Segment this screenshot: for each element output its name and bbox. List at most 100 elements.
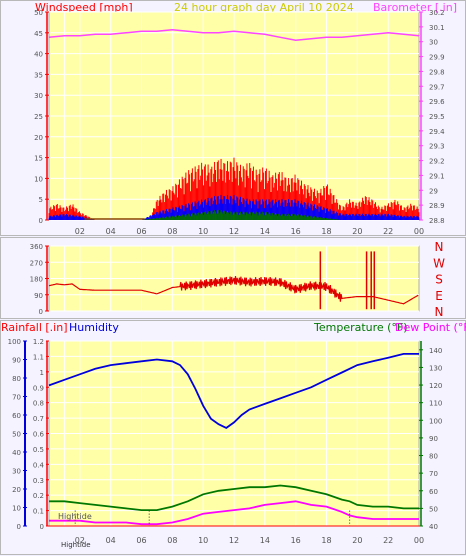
x-tick-label: 02: [75, 227, 85, 236]
y-tick-label: 180: [30, 276, 43, 284]
rain-tick-label: 0.2: [33, 492, 44, 500]
x-tick-label: 18: [321, 227, 331, 236]
x-tick-label: 22: [383, 227, 393, 236]
humidity-chart-svg: 02 04 06 08 10 12 14 16 18 20 22 0000.10.20.30.40.5…: [8, 338, 443, 549]
y-tick-label: 25: [34, 113, 43, 121]
temp-tick-label: 120: [429, 382, 442, 390]
compass-label: S: [435, 273, 443, 287]
x-tick-label: 06: [136, 227, 146, 236]
temperature-line: [49, 484, 419, 512]
y-tick-label: 0: [39, 217, 43, 225]
barometer-line: [48, 29, 420, 41]
rain-tick-label: 0.7: [33, 415, 44, 423]
humidity-temperature-panel: Rainfall [.in] Humidity Temperature (°F)…: [0, 320, 466, 555]
y-right-tick-label: 29.7: [429, 83, 445, 91]
wind-barometer-panel: Windspeed [mph] 24 hour graph day April …: [0, 0, 466, 236]
chart-title: 24 hour graph day April 10 2024: [174, 1, 354, 14]
rain-tick-label: 0.8: [33, 400, 44, 408]
x-tick-label: 16: [291, 227, 301, 236]
x-tick-label: 06: [136, 536, 146, 545]
y-right-tick-label: 28.8: [429, 217, 445, 225]
temperature-axis-label: Temperature (°F): [314, 321, 408, 334]
humidity-tick-label: 40: [12, 449, 21, 457]
temp-tick-label: 70: [429, 470, 438, 478]
compass-label: N: [435, 240, 444, 254]
humidity-tick-label: 30: [12, 468, 21, 476]
y-right-tick-label: 29.4: [429, 128, 445, 136]
temp-tick-label: 100: [429, 417, 442, 425]
x-tick-label: 08: [167, 536, 177, 545]
y-tick-label: 360: [30, 243, 43, 251]
hightide-label: Hightide: [58, 512, 92, 521]
x-tick-label: 18: [321, 536, 331, 545]
windspeed-axis-label: Windspeed [mph]: [35, 1, 133, 14]
temp-tick-label: 50: [429, 505, 438, 513]
y-tick-label: 15: [34, 155, 43, 163]
rain-tick-label: 1.2: [33, 338, 44, 346]
rain-tick-label: 1: [40, 369, 44, 377]
x-tick-label: 02: [75, 536, 85, 545]
humidity-tick-label: 90: [12, 357, 21, 365]
x-tick-label: 00: [414, 536, 424, 545]
x-tick-label: 22: [383, 536, 393, 545]
x-tick-label: 14: [260, 227, 270, 236]
compass-label: E: [435, 289, 443, 303]
y-tick-label: 30: [34, 92, 43, 100]
humidity-tick-label: 80: [12, 375, 21, 383]
rain-tick-label: 0.5: [33, 446, 44, 454]
y-right-tick-label: 29.6: [429, 98, 445, 106]
humidity-tick-label: 50: [12, 431, 21, 439]
x-tick-label: 14: [260, 536, 270, 545]
x-tick-label: 04: [106, 536, 116, 545]
humidity-tick-label: 60: [12, 412, 21, 420]
y-right-tick-label: 29.3: [429, 143, 445, 151]
humidity-tick-label: 0: [17, 523, 21, 531]
y-right-tick-label: 29.9: [429, 54, 445, 62]
y-tick-label: 50: [34, 9, 43, 17]
temp-tick-label: 110: [429, 400, 442, 408]
y-right-tick-label: 29: [429, 187, 438, 195]
x-tick-label: 20: [352, 536, 362, 545]
x-tick-label: 08: [167, 227, 177, 236]
rain-tick-label: 0: [40, 523, 44, 531]
temp-tick-label: 130: [429, 364, 442, 372]
y-tick-label: 45: [34, 30, 43, 38]
rain-tick-label: 0.4: [33, 461, 45, 469]
temp-tick-label: 140: [429, 347, 442, 355]
y-tick-label: 0: [39, 308, 43, 316]
wind-direction-line: [48, 275, 419, 305]
x-tick-label: 10: [198, 227, 208, 236]
y-right-tick-label: 30: [429, 39, 438, 47]
y-right-tick-label: 29.2: [429, 158, 445, 166]
temp-tick-label: 80: [429, 453, 438, 461]
dewpoint-line: [49, 500, 419, 526]
barometer-axis-label: Barometer [.in]: [373, 1, 457, 14]
compass-label: N: [435, 305, 444, 319]
x-tick-label: 12: [229, 227, 239, 236]
y-right-tick-label: 30.2: [429, 9, 445, 17]
wind-chart-svg: 02 04 06 08 10 12 14 16 18 20 22 000510152025303540…: [34, 9, 445, 236]
y-right-tick-label: 29.1: [429, 172, 445, 180]
y-right-tick-label: 29.8: [429, 68, 445, 76]
x-tick-label: 12: [229, 536, 239, 545]
temp-tick-label: 60: [429, 488, 438, 496]
y-right-tick-label: 29.5: [429, 113, 445, 121]
x-tick-label: 00: [414, 227, 424, 236]
wind-direction-panel: 0 90 180 270 360 N W S E N: [0, 237, 466, 319]
x-tick-label: 10: [198, 536, 208, 545]
x-tick-label: 16: [291, 536, 301, 545]
y-right-tick-label: 30.1: [429, 24, 445, 32]
rain-tick-label: 0.9: [33, 384, 44, 392]
y-tick-label: 40: [34, 51, 43, 59]
x-tick-label: 04: [106, 227, 116, 236]
humidity-tick-label: 10: [12, 505, 21, 513]
dewpoint-axis-label: Dew Point (°F): [395, 321, 466, 334]
rain-tick-label: 0.1: [33, 508, 44, 516]
hightide-label: Hightide: [61, 541, 91, 549]
y-tick-label: 270: [30, 259, 43, 267]
y-right-tick-label: 28.9: [429, 202, 445, 210]
rain-tick-label: 0.3: [33, 477, 44, 485]
temp-tick-label: 90: [429, 435, 438, 443]
rain-tick-label: 1.1: [33, 353, 44, 361]
